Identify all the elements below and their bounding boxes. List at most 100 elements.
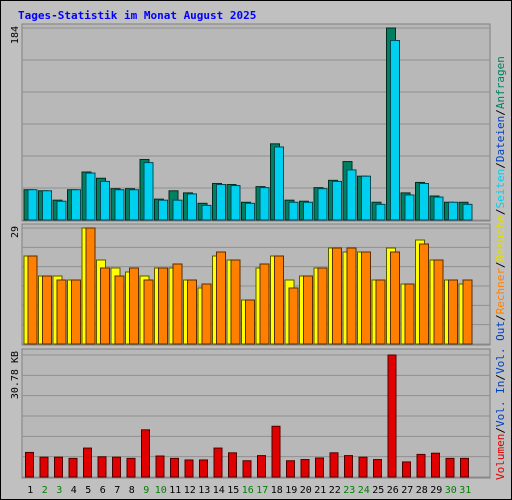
x-axis-day-labels: 1 2 3 4 5 6 7 8 9 10 11 12 13 14 15 16 17 18 19 20 21 22 23 24 2… (27, 485, 471, 496)
requests_files-dateien-bar-day-24 (361, 175, 371, 221)
visits-rechner-bar-day-4 (71, 279, 81, 345)
requests-axis-max-label: 184 (10, 26, 21, 44)
requests_files-dateien-bar-day-7 (114, 189, 125, 221)
requests_files-dateien-bar-day-29 (433, 196, 444, 221)
requests_files-dateien-bar-day-10 (158, 199, 168, 221)
visits-rechner-bar-day-16 (245, 299, 255, 345)
volume-volumen-bar-day-17 (257, 455, 266, 478)
volume-volumen-bar-day-21 (315, 457, 324, 478)
legend-separator: / (494, 374, 507, 381)
x-tick-label: 1 (27, 485, 33, 496)
legend-separator: / (494, 109, 507, 116)
visits-rechner-bar-day-2 (42, 275, 52, 345)
legend-item-vol-out: Vol. Out (494, 321, 507, 374)
visits-rechner-bar-day-12 (187, 279, 197, 345)
x-tick-label: 21 (314, 485, 326, 496)
volume-volumen-bar-day-1 (25, 451, 34, 478)
legend-item-volumen: Volumen (494, 434, 507, 480)
visits-rechner-bar-day-15 (230, 259, 241, 345)
visits-rechner-bar-day-7 (114, 275, 125, 345)
x-tick-label: 28 (416, 485, 428, 496)
visits-rechner-bar-day-22 (332, 247, 342, 345)
requests_files-dateien-bar-day-15 (230, 185, 241, 221)
requests_files-dateien-bar-day-1 (27, 189, 38, 221)
x-tick-label: 30 (445, 485, 457, 496)
x-tick-label: 4 (71, 485, 77, 496)
visits-rechner-bar-day-19 (288, 287, 299, 345)
x-tick-label: 26 (387, 485, 399, 496)
visits-rechner-bar-day-25 (375, 279, 386, 345)
requests_files-dateien-bar-day-11 (172, 199, 183, 221)
visits-rechner-bar-day-1 (27, 255, 38, 345)
volume-volumen-bar-day-10 (155, 455, 165, 478)
volume-volumen-bar-day-5 (83, 447, 92, 478)
volume-volumen-bar-day-27 (402, 461, 411, 478)
visits-rechner-bar-day-8 (129, 267, 139, 345)
visits-rechner-bar-day-20 (303, 275, 313, 345)
visits-rechner-bar-day-21 (317, 267, 328, 345)
x-tick-label: 9 (143, 485, 149, 496)
visits-axis-max-label: 29 (10, 226, 21, 238)
legend-item-vol-in: Vol. In (494, 381, 507, 427)
requests_files-dateien-bar-day-22 (332, 180, 342, 221)
volume-volumen-bar-day-3 (54, 456, 63, 478)
volume-volumen-bar-day-2 (39, 456, 49, 478)
requests_files-dateien-bar-day-9 (143, 162, 154, 221)
legend: Volumen/Vol. In/Vol. Out/Rechner/Besuche… (494, 56, 507, 480)
x-tick-label: 22 (329, 485, 341, 496)
legend-item-seiten: Seiten (494, 169, 507, 209)
x-tick-label: 8 (129, 485, 135, 496)
visits-rechner-bar-day-27 (404, 283, 415, 345)
visits-rechner-bar-day-6 (100, 267, 110, 345)
requests_files-dateien-bar-day-12 (187, 193, 197, 221)
visits-rechner-bar-day-26 (390, 251, 400, 345)
volume-volumen-bar-day-13 (199, 459, 208, 478)
x-tick-label: 23 (343, 485, 355, 496)
requests_files-dateien-bar-day-5 (85, 172, 96, 221)
x-tick-label: 12 (184, 485, 196, 496)
volume-volumen-bar-day-9 (141, 429, 150, 478)
requests_files-dateien-bar-day-14 (216, 184, 226, 221)
x-tick-label: 11 (169, 485, 181, 496)
requests_files-dateien-bar-day-6 (100, 180, 110, 221)
volume-volumen-bar-day-24 (358, 456, 368, 478)
volume-volumen-bar-day-11 (170, 457, 179, 478)
volume-volumen-bar-day-28 (416, 453, 426, 478)
requests_files-dateien-bar-day-19 (288, 201, 299, 221)
requests_files-dateien-bar-day-25 (375, 203, 386, 221)
requests_files-dateien-bar-day-27 (404, 194, 415, 221)
visits-rechner-bar-day-24 (361, 251, 371, 345)
x-tick-label: 7 (114, 485, 120, 496)
x-tick-label: 6 (100, 485, 106, 496)
volume-volumen-bar-day-23 (344, 455, 353, 478)
legend-text: Volumen/Vol. In/Vol. Out/Rechner/Besuche… (494, 56, 507, 480)
legend-separator: / (494, 261, 507, 268)
visits-rechner-bar-day-23 (346, 247, 357, 345)
x-tick-label: 16 (242, 485, 254, 496)
requests_files-dateien-bar-day-3 (56, 200, 67, 221)
x-tick-label: 25 (372, 485, 384, 496)
volume-volumen-bar-day-26 (387, 354, 397, 478)
visits-rechner-bar-day-3 (56, 279, 67, 345)
x-tick-label: 15 (227, 485, 239, 496)
volume-volumen-bar-day-19 (286, 460, 295, 478)
requests_files-dateien-bar-day-30 (448, 201, 458, 221)
legend-separator: / (494, 427, 507, 434)
volume-volumen-bar-day-25 (373, 459, 382, 478)
requests_files-dateien-bar-day-26 (390, 40, 400, 221)
legend-item-dateien: Dateien (494, 116, 507, 162)
x-tick-label: 5 (85, 485, 91, 496)
requests_files-dateien-bar-day-16 (245, 202, 255, 221)
requests_files-dateien-bar-day-2 (42, 190, 52, 221)
requests_files-dateien-bar-day-8 (129, 189, 139, 221)
x-tick-label: 29 (430, 485, 442, 496)
legend-item-anfragen: Anfragen (494, 56, 507, 109)
legend-separator: / (494, 162, 507, 169)
legend-separator: / (494, 314, 507, 321)
legend-item-besuche: Besuche (494, 215, 507, 261)
volume-volumen-bar-day-29 (431, 452, 440, 478)
bars (23, 27, 473, 478)
visits-rechner-bar-day-11 (172, 263, 183, 345)
volume-volumen-bar-day-8 (126, 457, 136, 478)
